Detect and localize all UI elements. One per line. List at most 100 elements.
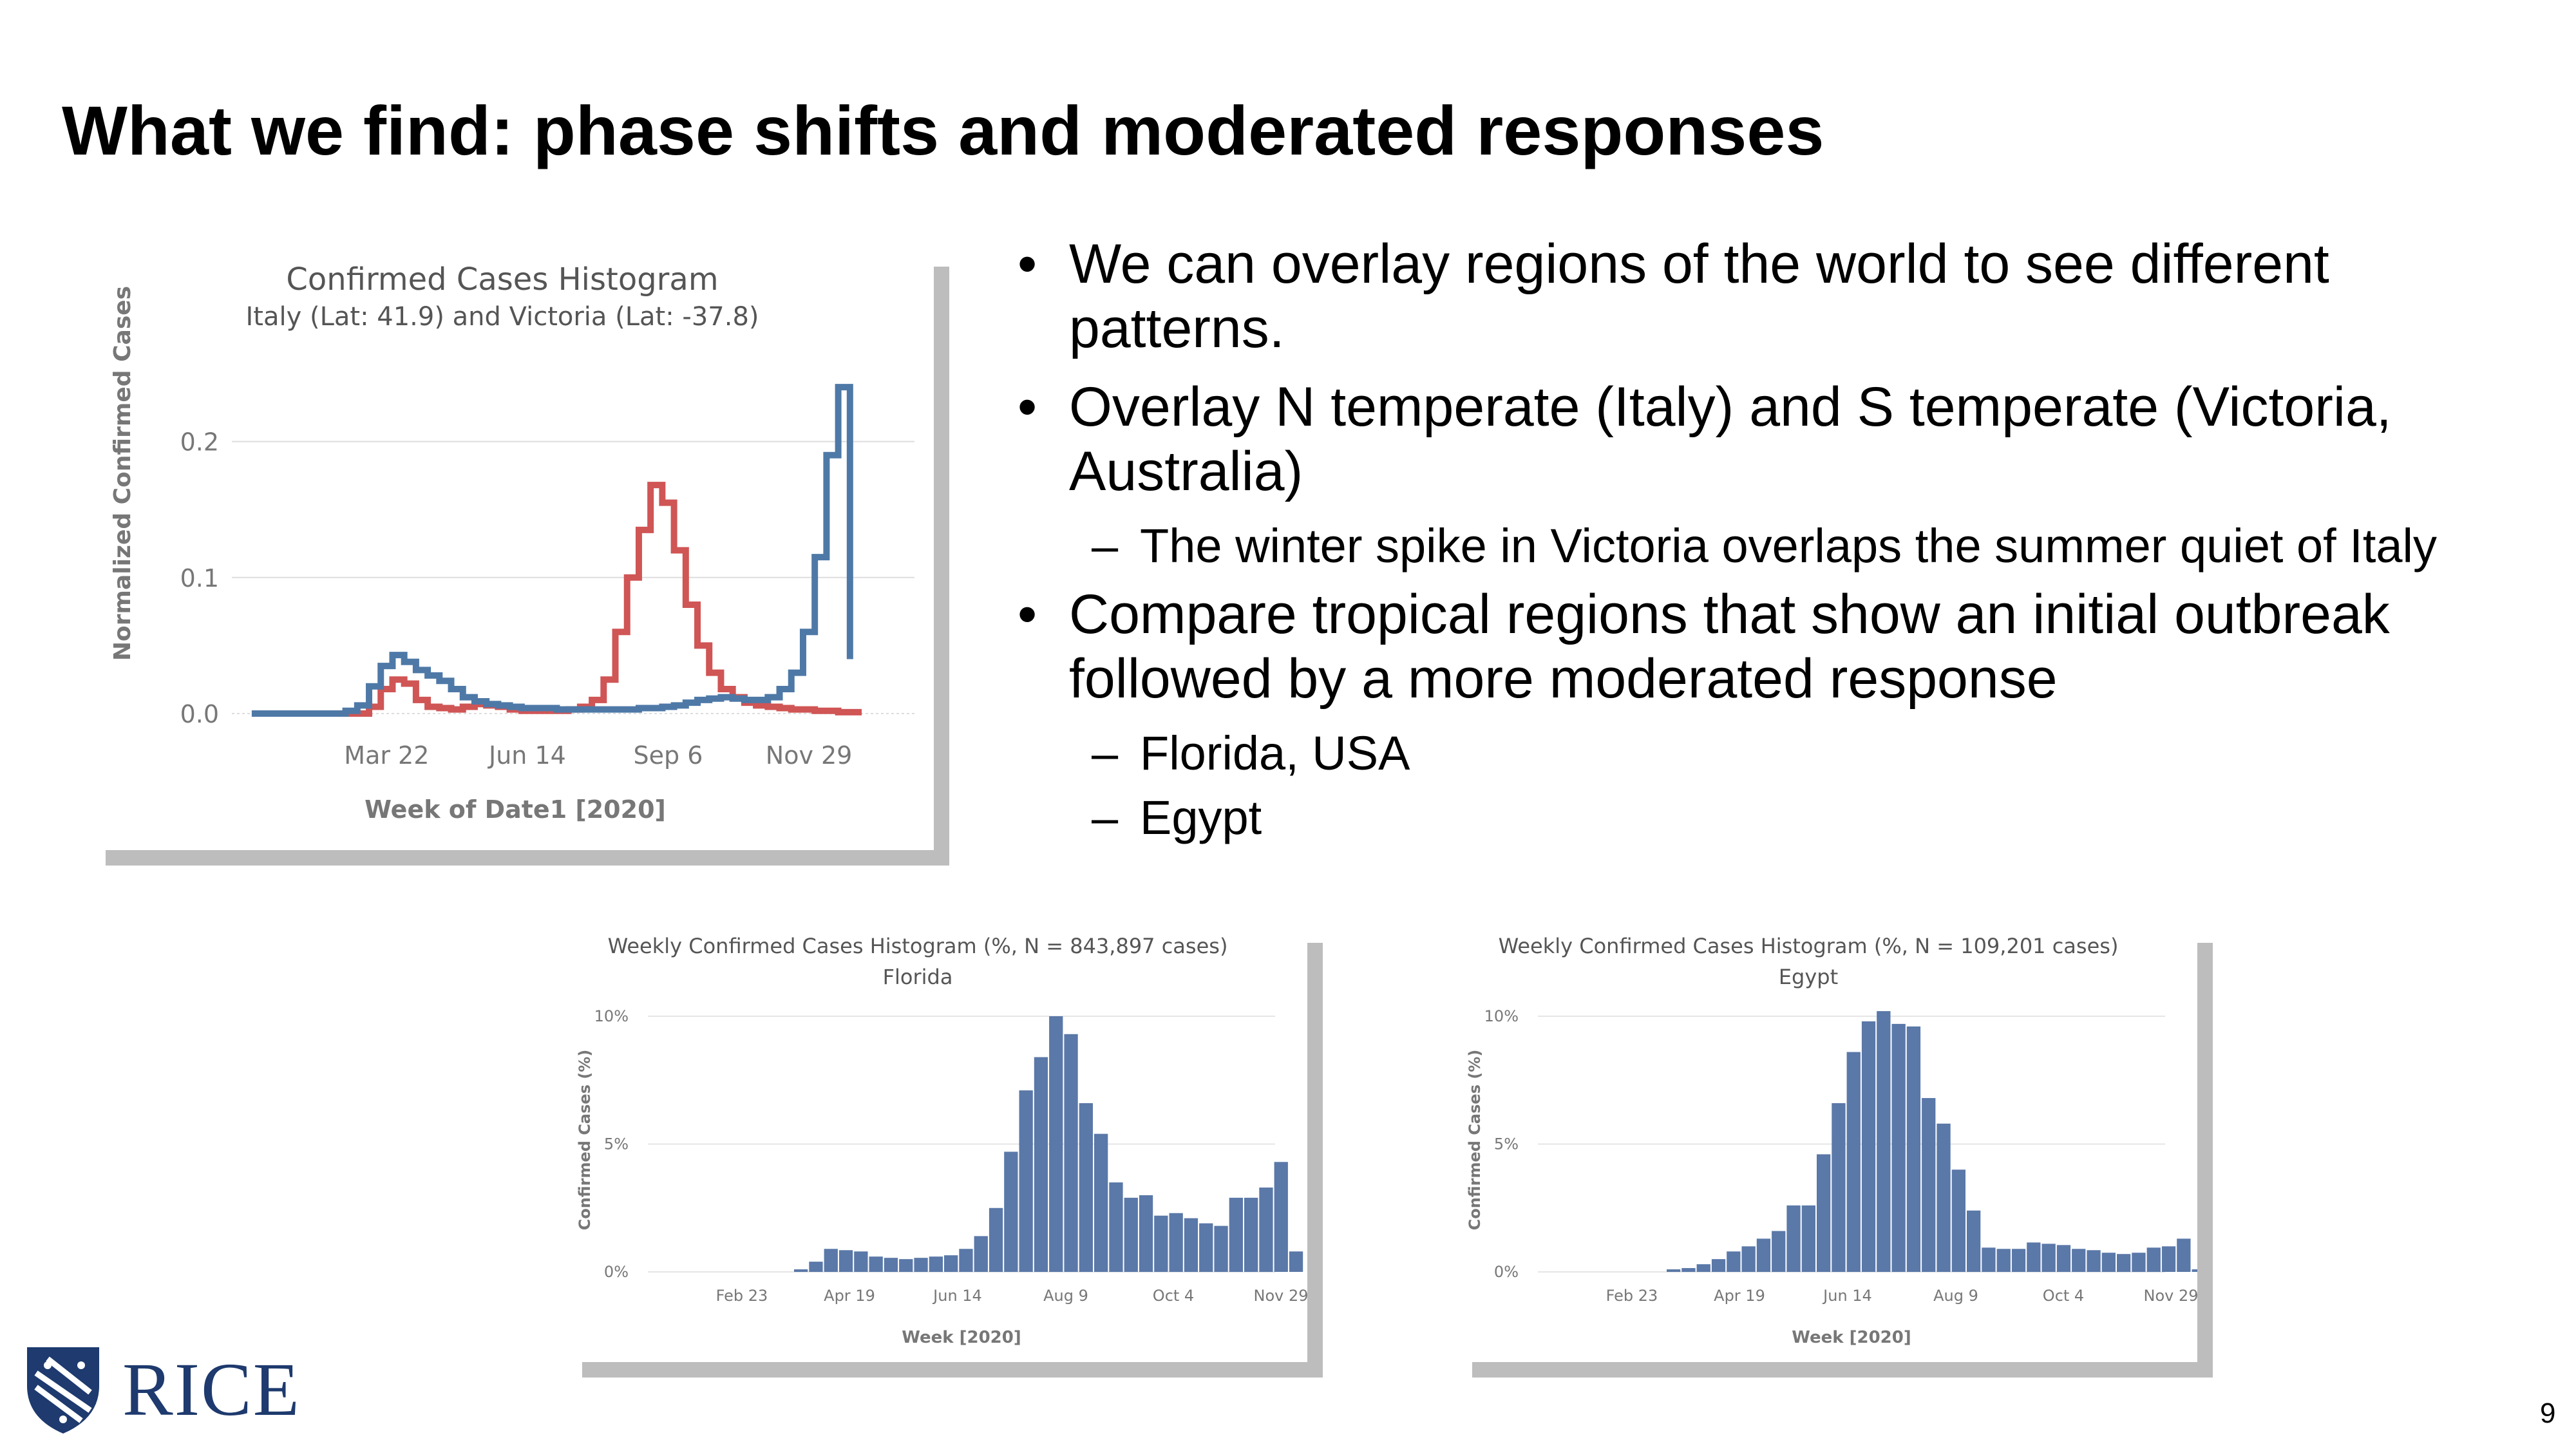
bar: [1019, 1090, 1033, 1272]
bar: [1967, 1210, 1981, 1272]
bullet-dot: •: [1018, 376, 1037, 438]
bar: [1034, 1057, 1048, 1272]
bullet-dash: –: [1092, 519, 1119, 573]
slide-title: What we find: phase shifts and moderated…: [62, 91, 1824, 169]
x-tick-label: Mar 22: [344, 741, 429, 770]
x-tick-label: Feb 23: [716, 1287, 768, 1305]
bar: [1741, 1246, 1756, 1272]
bar: [2117, 1254, 2131, 1272]
bar: [1937, 1123, 1951, 1272]
y-tick-label: 5%: [604, 1135, 629, 1153]
y-tick-label: 0%: [1494, 1263, 1519, 1281]
chart-panel-florida: Weekly Confirmed Cases Histogram (%, N =…: [567, 927, 1307, 1362]
bar: [899, 1259, 913, 1272]
bar: [1891, 1023, 1906, 1272]
bar: [1109, 1182, 1123, 1272]
sub-bullet-text: Florida, USA: [1140, 726, 1410, 780]
bullet-dash: –: [1092, 791, 1119, 844]
x-tick-label: Oct 4: [1153, 1287, 1194, 1305]
bar-chart-florida: Weekly Confirmed Cases Histogram (%, N =…: [576, 934, 1307, 1347]
bar: [2161, 1246, 2176, 1272]
bar: [1786, 1205, 1801, 1272]
x-tick-label: Oct 4: [2043, 1287, 2084, 1305]
sub-bullet-item: – The winter spike in Victoria overlaps t…: [1018, 518, 2550, 574]
bar: [794, 1269, 808, 1272]
bar: [1711, 1259, 1726, 1272]
y-tick-label: 0.2: [180, 428, 219, 457]
bar: [1756, 1238, 1771, 1272]
bullet-item: • Compare tropical regions that show an i…: [1018, 582, 2550, 711]
chart-title: Confirmed Cases Histogram: [286, 261, 718, 298]
chart-subtitle: Italy (Lat: 41.9) and Victoria (Lat: -37…: [245, 302, 759, 332]
bar: [1906, 1026, 1921, 1272]
bar: [869, 1256, 883, 1272]
bar: [809, 1262, 823, 1272]
sub-bullet-item: – Florida, USA: [1018, 725, 2550, 782]
bullet-text: Compare tropical regions that show an in…: [1069, 583, 2390, 710]
y-tick-label: 5%: [1494, 1135, 1519, 1153]
bar: [838, 1250, 853, 1272]
series-line-victoria: [334, 482, 862, 717]
bar: [1169, 1213, 1183, 1272]
bar: [1199, 1223, 1213, 1272]
chart-panel-egypt: Weekly Confirmed Cases Histogram (%, N =…: [1457, 927, 2197, 1362]
bar: [884, 1258, 898, 1272]
bar: [1996, 1249, 2011, 1272]
logo-text: RICE: [122, 1347, 301, 1432]
y-tick-label: 0%: [604, 1263, 629, 1281]
bar: [929, 1256, 943, 1272]
page-number: 9: [2540, 1397, 2556, 1429]
bar: [1079, 1103, 1093, 1272]
y-tick-label: 10%: [1484, 1007, 1519, 1025]
bar: [1877, 1011, 1891, 1272]
chart-title: Weekly Confirmed Cases Histogram (%, N =…: [1499, 934, 2119, 958]
bar: [1667, 1269, 1681, 1272]
y-tick-label: 10%: [594, 1007, 629, 1025]
bullet-item: • Overlay N temperate (Italy) and S tempe…: [1018, 375, 2550, 504]
y-tick-label: 0.1: [180, 564, 219, 592]
bar: [1214, 1226, 1228, 1272]
bar: [824, 1249, 838, 1272]
bar: [2177, 1238, 2191, 1272]
bar: [2041, 1244, 2056, 1272]
x-tick-label: Apr 19: [1714, 1287, 1765, 1305]
x-axis-label: Week [2020]: [902, 1328, 1021, 1347]
bar: [1817, 1154, 1831, 1272]
bar: [2087, 1250, 2101, 1272]
bar: [1154, 1215, 1168, 1272]
bar: [1982, 1247, 1996, 1272]
bar: [1922, 1098, 1936, 1272]
x-tick-label: Feb 23: [1606, 1287, 1658, 1305]
bar: [1681, 1268, 1696, 1272]
chart-subtitle: Egypt: [1779, 965, 1838, 989]
sub-bullet-item: – Egypt: [1018, 790, 2550, 846]
x-tick-label: Jun 14: [932, 1287, 982, 1305]
bar: [1229, 1197, 1243, 1272]
bullet-text: We can overlay regions of the world to s…: [1069, 233, 2329, 359]
x-axis-label: Week of Date1 [2020]: [365, 795, 666, 824]
bar: [1244, 1197, 1258, 1272]
bar: [1772, 1231, 1786, 1272]
y-axis-label: Normalized Confirmed Cases: [109, 286, 136, 661]
bar: [2146, 1247, 2161, 1272]
bar: [2072, 1249, 2086, 1272]
series-line-italy: [251, 384, 853, 717]
bar: [2027, 1242, 2041, 1272]
bar: [1951, 1170, 1965, 1272]
bar: [1696, 1264, 1710, 1272]
x-tick-label: Nov 29: [766, 741, 853, 770]
y-axis-label: Confirmed Cases (%): [1466, 1050, 1484, 1231]
x-tick-label: Jun 14: [1822, 1287, 1872, 1305]
y-axis-label: Confirmed Cases (%): [576, 1050, 594, 1231]
x-tick-label: Nov 29: [2143, 1287, 2197, 1305]
bullet-dot: •: [1018, 583, 1037, 645]
bar: [1274, 1162, 1288, 1272]
bar: [989, 1208, 1003, 1272]
rice-logo: [27, 1347, 99, 1434]
bar: [1861, 1021, 1876, 1272]
bullet-list: • We can overlay regions of the world to …: [1018, 232, 2550, 854]
y-tick-label: 0.0: [180, 700, 219, 728]
x-tick-label: Apr 19: [824, 1287, 875, 1305]
x-axis-label: Week [2020]: [1792, 1328, 1911, 1347]
bar: [974, 1236, 988, 1272]
